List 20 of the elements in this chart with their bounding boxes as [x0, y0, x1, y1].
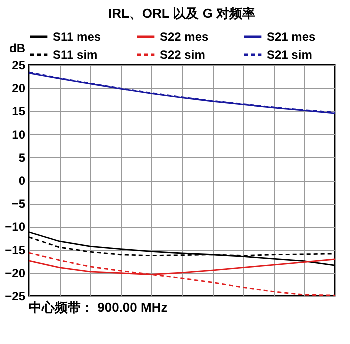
legend-label: S21 mes	[267, 30, 316, 44]
y-tick-label: 0	[18, 174, 26, 188]
y-tick-label: −5	[12, 197, 26, 212]
legend-label: S21 sim	[267, 48, 312, 62]
legend-label: S11 sim	[53, 48, 98, 62]
y-tick-label: 10	[12, 128, 26, 142]
legend-label: S22 mes	[160, 30, 210, 44]
y-tick-label: 15	[12, 104, 26, 119]
legend-label: S22 sim	[160, 48, 206, 62]
y-axis-title: dB	[10, 42, 26, 56]
y-tick-label: 5	[18, 150, 26, 165]
y-tick-label: −10	[5, 220, 26, 234]
chart-title: IRL、ORL 以及 G 对频率	[108, 6, 256, 21]
y-tick-label: −15	[5, 243, 26, 258]
legend-label: S11 mes	[53, 30, 102, 44]
y-tick-label: 20	[12, 82, 26, 96]
y-tick-label: −25	[5, 290, 26, 304]
y-tick-label: 25	[12, 58, 26, 72]
text: 中心频带： 900.00 MHz	[29, 300, 168, 315]
y-tick-label: −20	[5, 266, 26, 280]
